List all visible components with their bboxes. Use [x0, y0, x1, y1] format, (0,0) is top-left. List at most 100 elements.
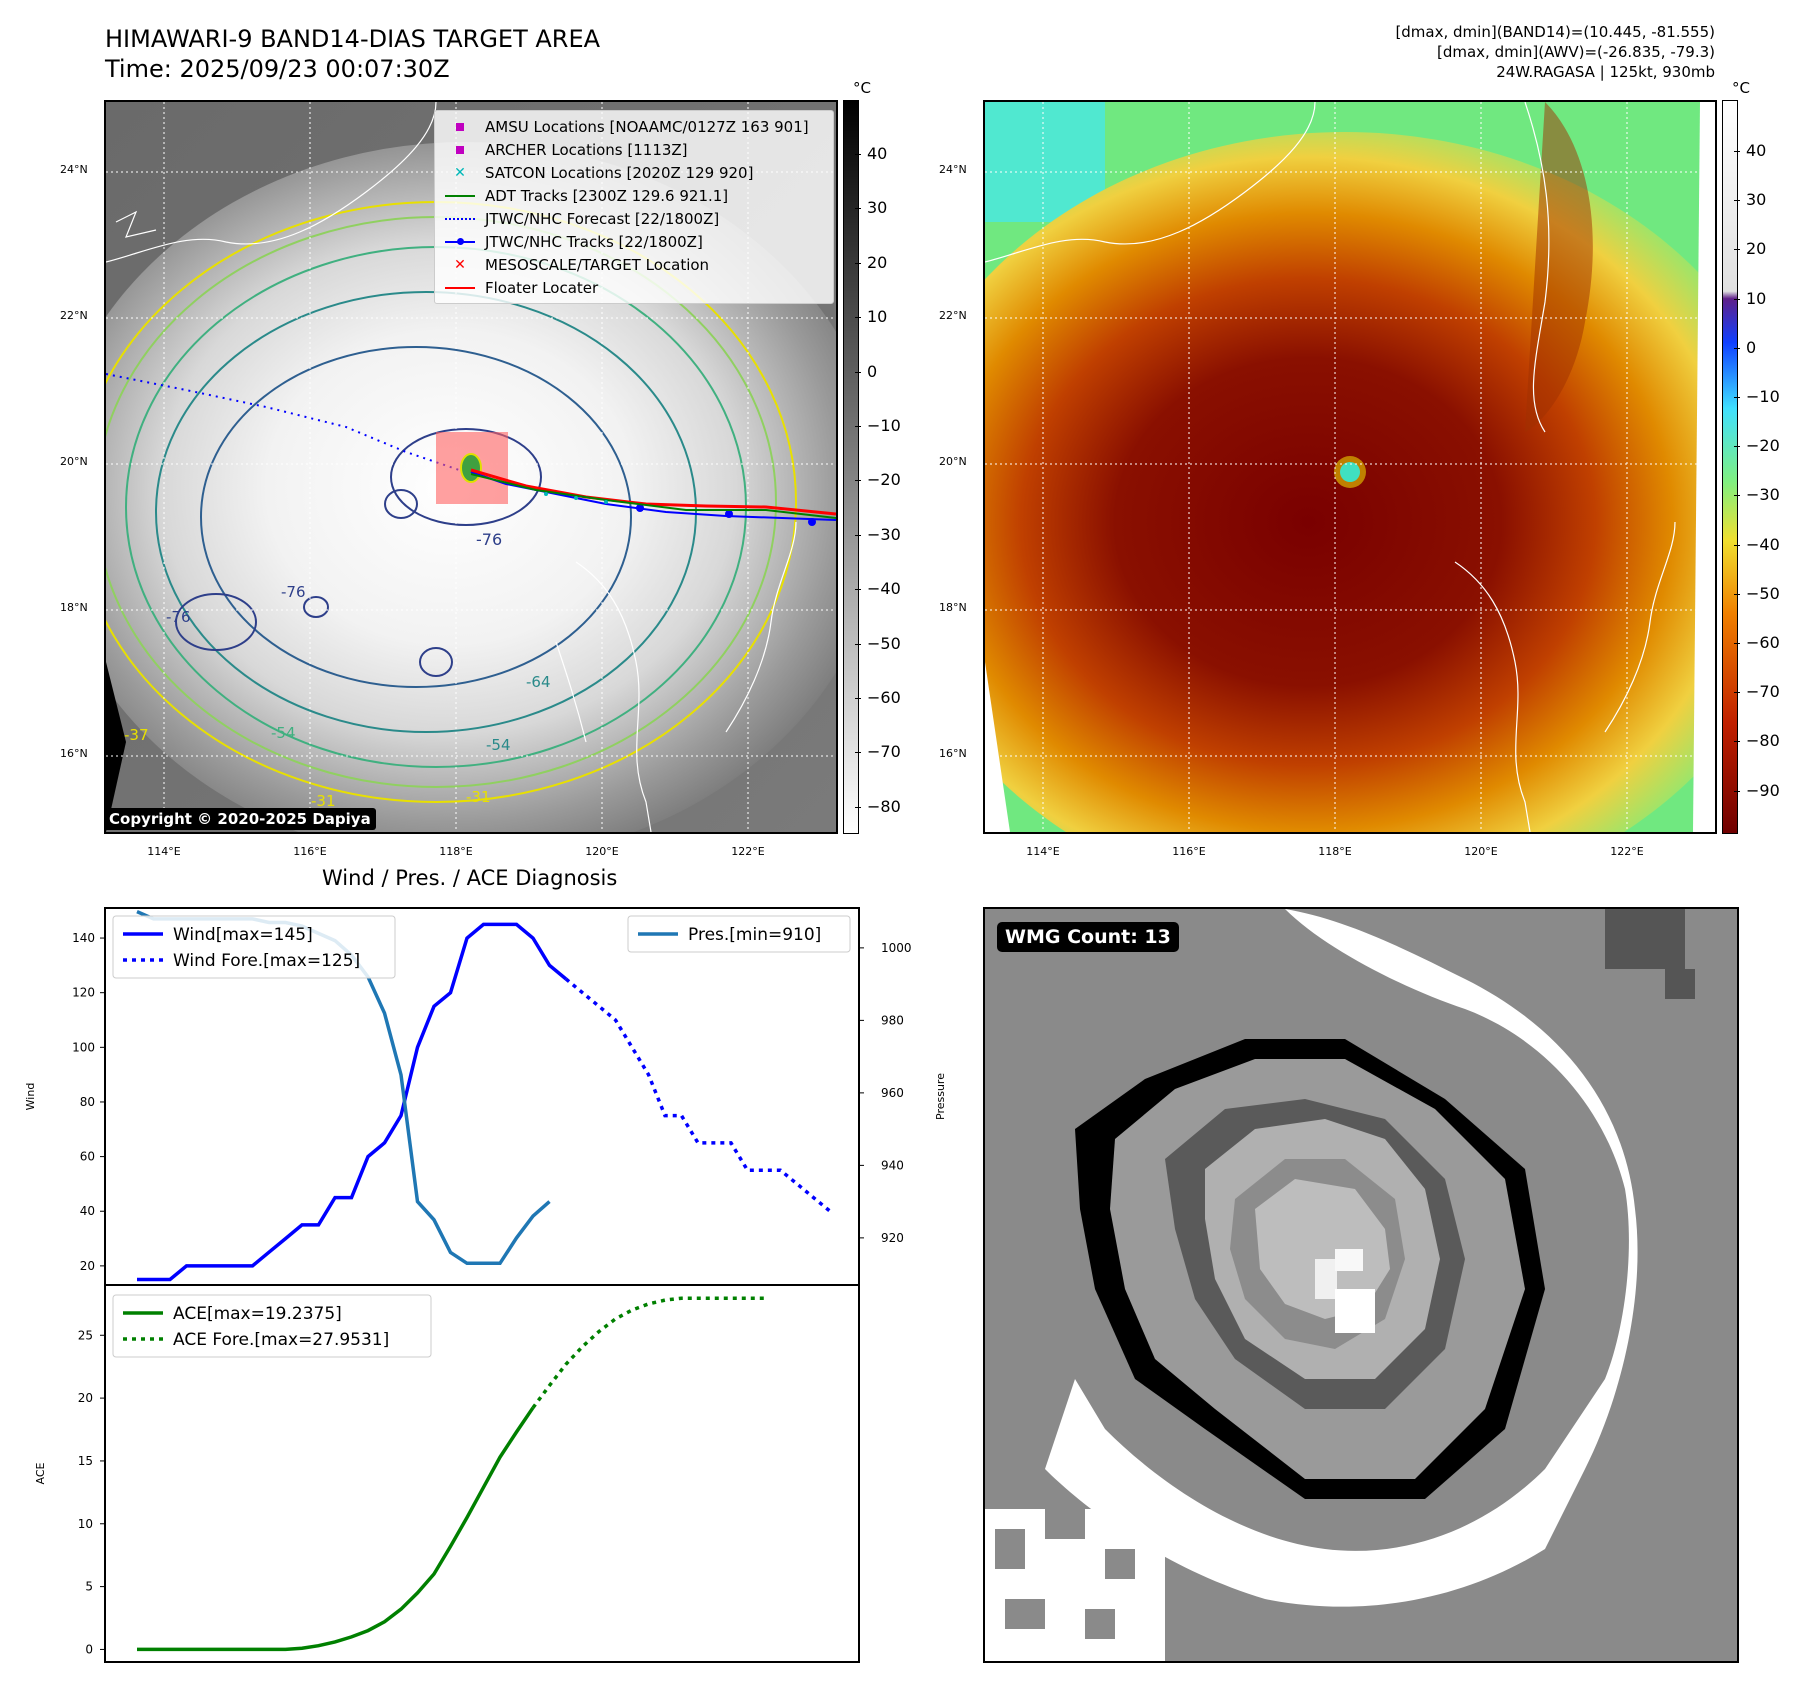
contour-label: -31: [311, 792, 336, 810]
lon-label: 114°E: [1026, 845, 1060, 858]
legend-label: ARCHER Locations [1113Z]: [485, 140, 688, 159]
awv-range-info: [dmax, dmin](AWV)=(-26.835, -79.3): [1436, 43, 1715, 61]
lon-label: 120°E: [585, 845, 619, 858]
storm-info: 24W.RAGASA | 125kt, 930mb: [1496, 63, 1715, 81]
contour-label: -76: [281, 583, 306, 601]
lon-label: 118°E: [439, 845, 473, 858]
wmg-image: [985, 909, 1737, 1661]
lat-label: 24°N: [60, 163, 88, 176]
legend-label: ADT Tracks [2300Z 129.6 921.1]: [485, 186, 729, 205]
legend-label: SATCON Locations [2020Z 129 920]: [485, 163, 754, 182]
lat-label: 18°N: [939, 601, 967, 614]
colorbar-tick-label: 10: [854, 307, 888, 327]
colorbar-tick-label: −90: [1734, 780, 1780, 800]
colorbar-unit: °C: [1732, 79, 1750, 97]
contour-label: -54: [271, 724, 296, 742]
band14-range-info: [dmax, dmin](BAND14)=(10.445, -81.555): [1395, 23, 1715, 41]
ace-line: [137, 1406, 535, 1652]
legend-label: Wind Fore.[max=125]: [173, 951, 360, 971]
lat-label: 16°N: [939, 747, 967, 760]
legend-label: JTWC/NHC Tracks [22/1800Z]: [485, 232, 703, 251]
chart-legend: [112, 1294, 432, 1358]
square-marker-icon: [443, 145, 477, 154]
contour-label: -31: [466, 788, 491, 806]
legend-entry: ✕ MESOSCALE/TARGET Location: [443, 253, 825, 276]
contour-label: -64: [526, 673, 551, 691]
ytick-label: 20: [80, 1259, 95, 1273]
wind-line: [137, 922, 568, 1282]
ir-color-image: [985, 102, 1715, 832]
ytick-label: 120: [72, 986, 95, 1000]
legend-label: MESOSCALE/TARGET Location: [485, 255, 710, 274]
map-legend: AMSU Locations [NOAAMC/0127Z 163 901] ARC…: [434, 110, 834, 304]
lon-label: 122°E: [731, 845, 765, 858]
chart-time: Time: 2025/09/23 00:07:30Z: [105, 55, 450, 83]
ytick-label: 40: [80, 1204, 95, 1218]
legend-entry: ARCHER Locations [1113Z]: [443, 138, 825, 161]
chart-legend: [112, 915, 396, 979]
colorbar-tick-label: 30: [1733, 190, 1767, 210]
colorbar-tick-label: −10: [855, 416, 901, 435]
wmg-panel: [983, 907, 1739, 1663]
colorbar-tick-label: 20: [1733, 239, 1767, 259]
colorbar-tick-label: −40: [1734, 534, 1780, 554]
pressure-axis-label: Pressure: [934, 1073, 947, 1120]
ir-grayscale-map: -76 -76 -76 -64 -54 -54 -31 -37 -31 AMSU…: [104, 100, 838, 834]
legend-entry: JTWC/NHC Tracks [22/1800Z]: [443, 230, 825, 253]
legend-entry: Floater Locater: [443, 276, 825, 299]
colorbar-tick-label: −50: [855, 633, 901, 653]
colorbar-tick-label: 20: [854, 252, 888, 272]
legend-entry: ✕ SATCON Locations [2020Z 129 920]: [443, 161, 825, 184]
ytick-label: 100: [72, 1040, 95, 1054]
legend-entry: ADT Tracks [2300Z 129.6 921.1]: [443, 184, 825, 207]
line-dot-marker-icon: [443, 237, 477, 245]
colorbar-tick-label: 30: [854, 198, 888, 218]
lat-label: 18°N: [60, 601, 88, 614]
ytick-label: 15: [78, 1454, 93, 1468]
wind-forecast-line: [564, 977, 832, 1213]
legend-label: Floater Locater: [485, 278, 599, 297]
line-marker-icon: [443, 194, 477, 197]
colorbar-tick-label: −20: [1734, 436, 1780, 456]
lat-label: 20°N: [939, 455, 967, 468]
wind-axis-label: Wind: [24, 1083, 37, 1111]
ir-color-map: [983, 100, 1717, 834]
colorbar-unit: °C: [853, 79, 871, 97]
contour-label: -76: [166, 608, 191, 626]
colorbar-tick-label: −70: [1734, 682, 1780, 702]
lon-label: 120°E: [1464, 845, 1498, 858]
ace-axis-label: ACE: [34, 1462, 47, 1484]
lat-label: 22°N: [939, 309, 967, 322]
y2tick-label: 980: [881, 1013, 904, 1027]
copyright: Copyright © 2020-2025 Dapiya: [104, 808, 376, 830]
lat-label: 22°N: [60, 309, 88, 322]
color-colorbar: [1722, 100, 1738, 834]
diagnosis-title: Wind / Pres. / ACE Diagnosis: [322, 866, 618, 890]
lon-label: 116°E: [293, 845, 327, 858]
ytick-label: 5: [85, 1580, 93, 1594]
ytick-label: 20: [78, 1391, 93, 1405]
lat-label: 20°N: [60, 455, 88, 468]
colorbar-tick-label: −80: [1734, 731, 1780, 751]
colorbar-tick-label: −80: [855, 796, 901, 816]
ytick-label: 10: [78, 1517, 93, 1531]
colorbar-tick-label: −20: [855, 470, 901, 490]
y2tick-label: 920: [881, 1231, 904, 1245]
contour-label: -37: [124, 726, 149, 744]
contour-label: -76: [476, 530, 502, 549]
grayscale-colorbar: [843, 100, 859, 834]
line-marker-icon: [443, 286, 477, 289]
contour-label: -54: [486, 736, 511, 754]
ytick-label: 140: [72, 931, 95, 945]
legend-entry: JTWC/NHC Forecast [22/1800Z]: [443, 207, 825, 230]
colorbar-tick-label: 10: [1733, 288, 1767, 308]
ytick-label: 80: [80, 1095, 95, 1109]
x-marker-icon: ✕: [454, 256, 466, 273]
x-marker-icon: ✕: [454, 164, 466, 181]
dotted-marker-icon: [443, 217, 477, 220]
legend-label: AMSU Locations [NOAAMC/0127Z 163 901]: [485, 117, 809, 136]
colorbar-tick-label: 0: [854, 361, 878, 381]
lat-label: 24°N: [939, 163, 967, 176]
colorbar-tick-label: 0: [1733, 337, 1757, 357]
y2tick-label: 960: [881, 1086, 904, 1100]
